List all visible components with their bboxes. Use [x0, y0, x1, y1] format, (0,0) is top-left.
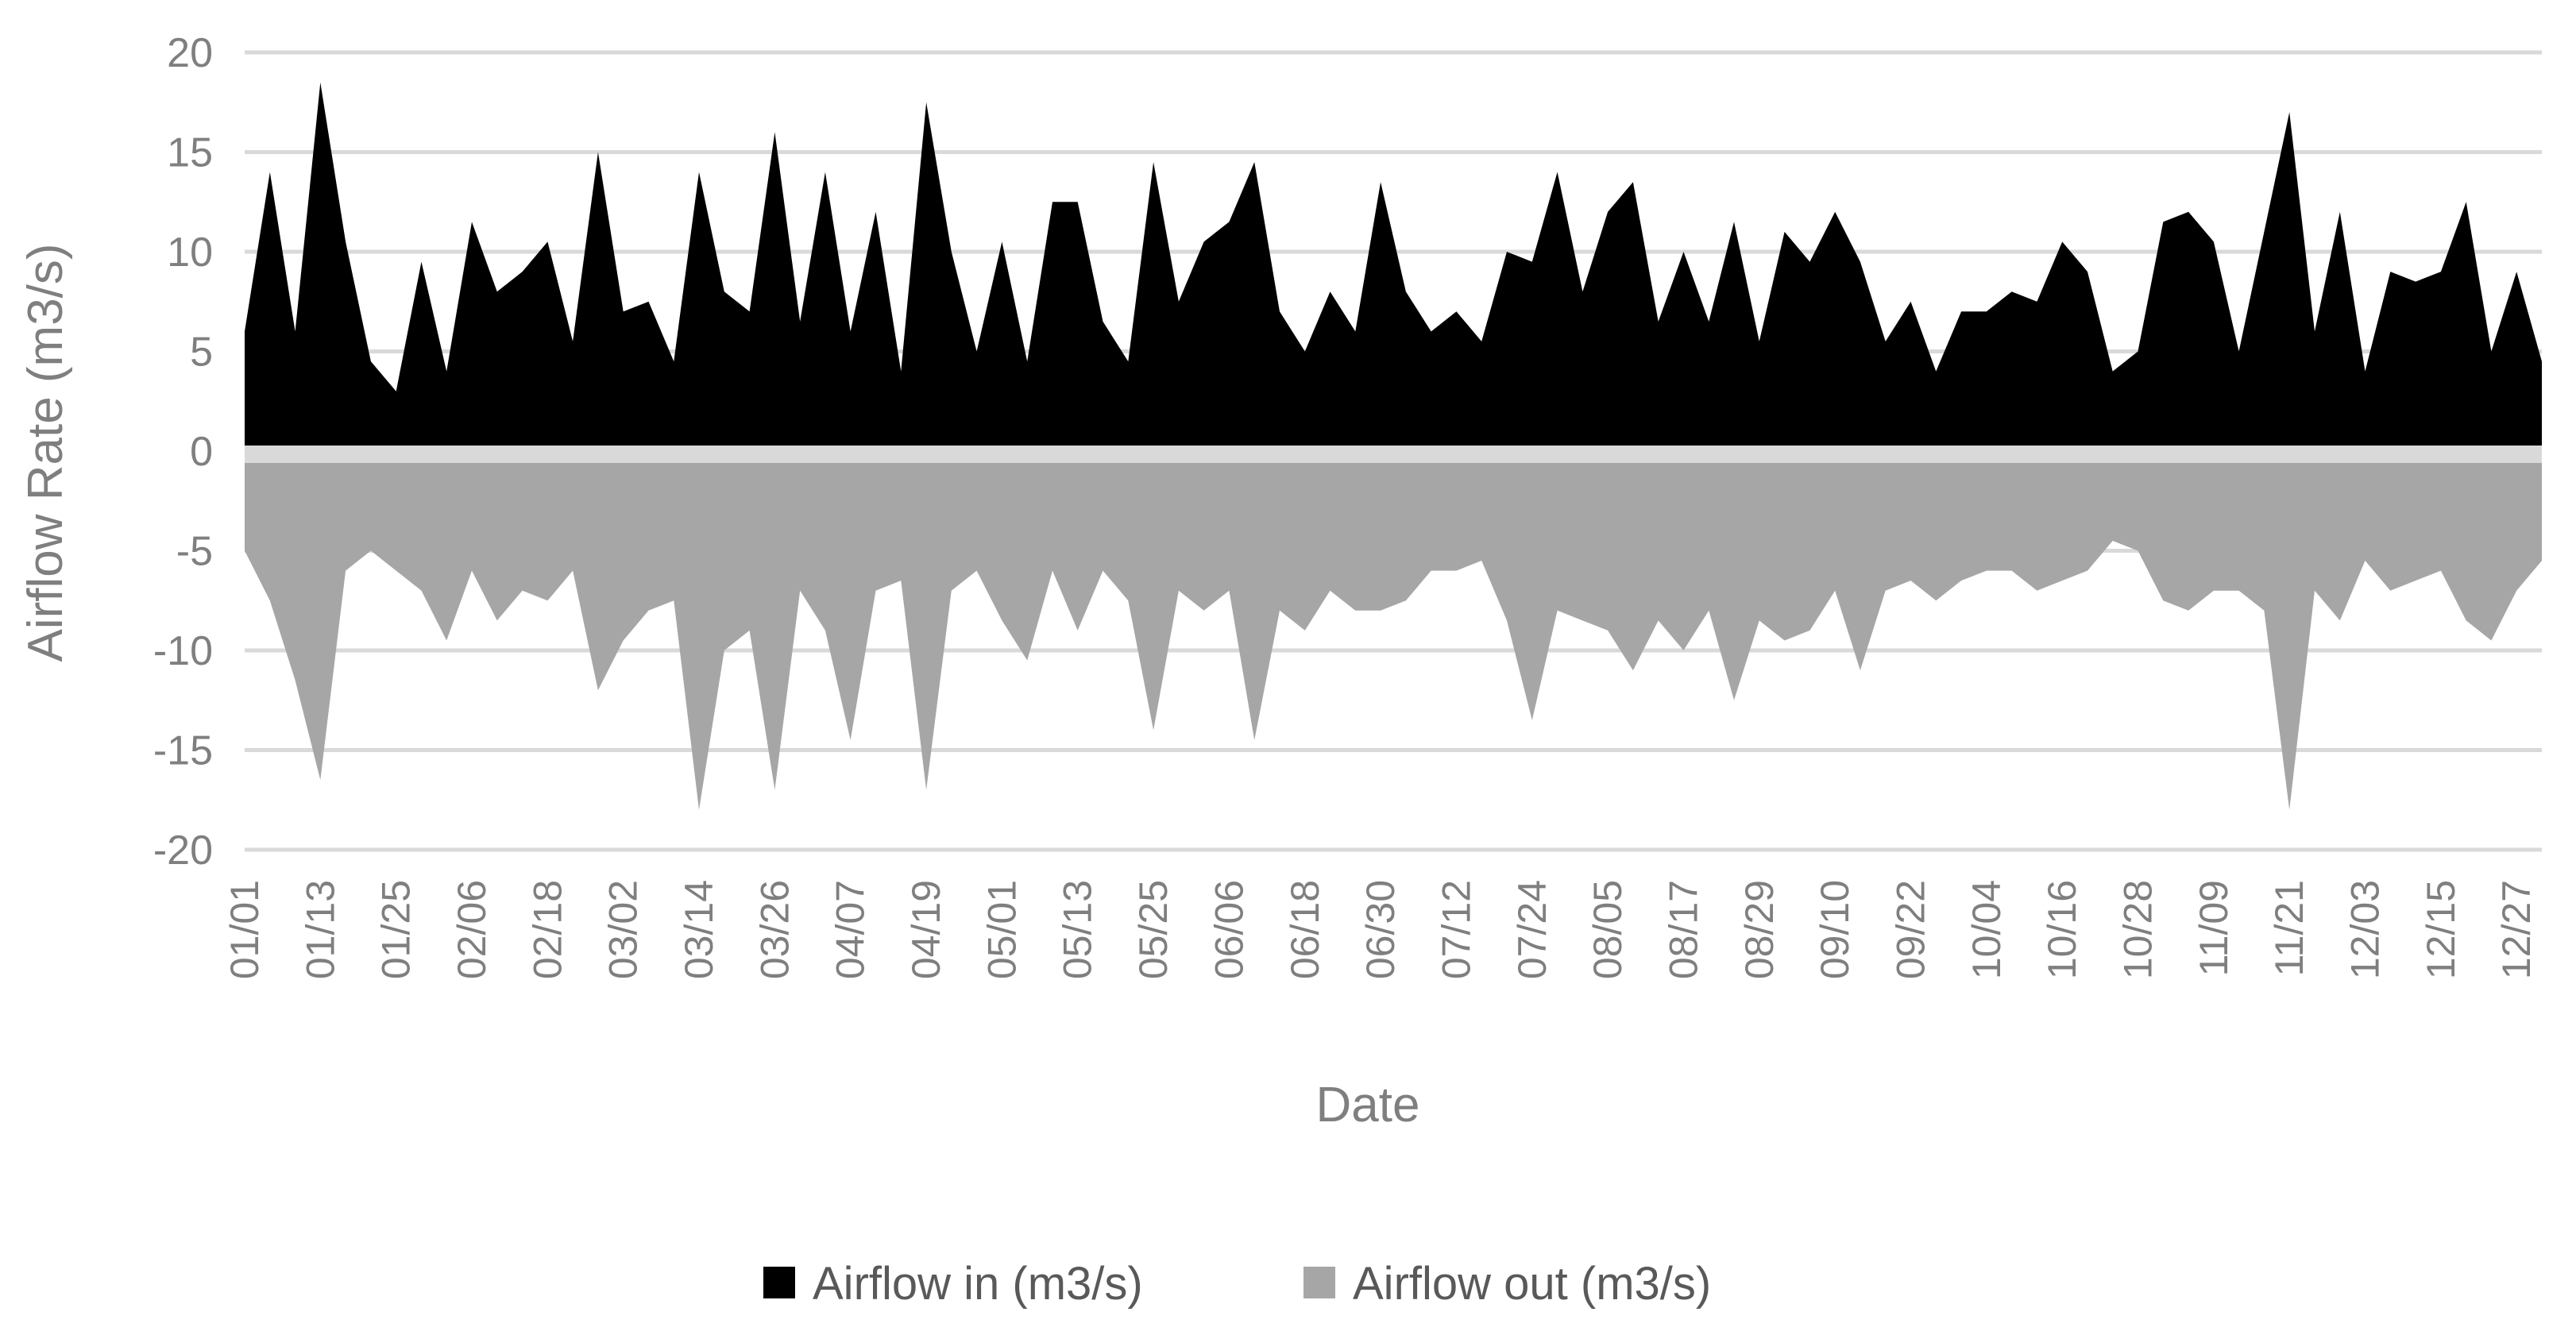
- y-tick-label: 0: [190, 429, 213, 475]
- x-tick-label: 03/26: [752, 880, 797, 979]
- x-tick-label: 05/01: [979, 880, 1024, 979]
- legend-swatch-airflow-in: [763, 1267, 795, 1298]
- y-tick-label: -10: [153, 628, 213, 674]
- x-tick-label: 12/03: [2343, 880, 2388, 979]
- x-tick-label: 01/01: [222, 880, 267, 979]
- x-tick-label: 08/17: [1662, 880, 1706, 979]
- y-tick-label: -15: [153, 728, 213, 774]
- y-tick-label: 5: [190, 330, 213, 376]
- zero-axis-line: [245, 446, 2542, 463]
- x-tick-label: 01/13: [298, 880, 342, 979]
- x-tick-label: 09/22: [1889, 880, 1933, 979]
- legend-label-airflow-out: Airflow out (m3/s): [1353, 1258, 1711, 1310]
- x-tick-label: 06/30: [1358, 880, 1403, 979]
- x-tick-label: 10/04: [1964, 880, 2009, 979]
- x-tick-label: 04/19: [904, 880, 948, 979]
- y-tick-label: 20: [167, 30, 213, 76]
- x-tick-label: 06/06: [1207, 880, 1251, 979]
- x-tick-label: 07/12: [1435, 880, 1479, 979]
- x-axis-title: Date: [1316, 1078, 1420, 1132]
- x-tick-label: 10/16: [2040, 880, 2084, 979]
- y-tick-label: -5: [176, 529, 213, 575]
- x-tick-label: 02/06: [450, 880, 494, 979]
- plot-area: [245, 82, 2542, 810]
- series-area-airflow-out: [245, 451, 2542, 810]
- x-tick-label: 09/10: [1813, 880, 1857, 979]
- y-tick-label: 10: [167, 230, 213, 276]
- x-axis-tick-labels: 01/01 01/13 01/25 02/06 02/18 03/02 03/14 03/26…: [222, 880, 2539, 979]
- legend-swatch-airflow-out: [1303, 1267, 1335, 1298]
- x-tick-label: 08/29: [1737, 880, 1782, 979]
- x-tick-label: 02/18: [525, 880, 570, 979]
- x-tick-label: 11/21: [2267, 880, 2311, 976]
- x-tick-label: 11/09: [2192, 880, 2236, 976]
- x-tick-label: 08/05: [1585, 880, 1630, 979]
- y-tick-label: 15: [167, 130, 213, 176]
- legend: Airflow in (m3/s) Airflow out (m3/s): [763, 1258, 1711, 1310]
- x-tick-label: 05/13: [1056, 880, 1100, 979]
- x-tick-label: 03/14: [677, 880, 721, 979]
- series-area-airflow-in: [245, 82, 2542, 451]
- x-tick-label: 10/28: [2116, 880, 2161, 979]
- x-tick-label: 01/25: [374, 880, 419, 979]
- x-tick-label: 07/24: [1510, 880, 1554, 979]
- x-tick-label: 12/15: [2419, 880, 2463, 979]
- y-tick-label: -20: [153, 828, 213, 874]
- x-tick-label: 03/02: [601, 880, 646, 979]
- x-tick-label: 12/27: [2494, 880, 2539, 979]
- y-axis-title: Airflow Rate (m3/s): [18, 243, 73, 662]
- x-tick-label: 06/18: [1283, 880, 1327, 979]
- x-tick-label: 04/07: [828, 880, 873, 979]
- y-axis-tick-labels: 20 15 10 5 0 -5 -10 -15 -20: [153, 30, 213, 874]
- legend-label-airflow-in: Airflow in (m3/s): [813, 1258, 1143, 1310]
- x-tick-label: 05/25: [1131, 880, 1176, 979]
